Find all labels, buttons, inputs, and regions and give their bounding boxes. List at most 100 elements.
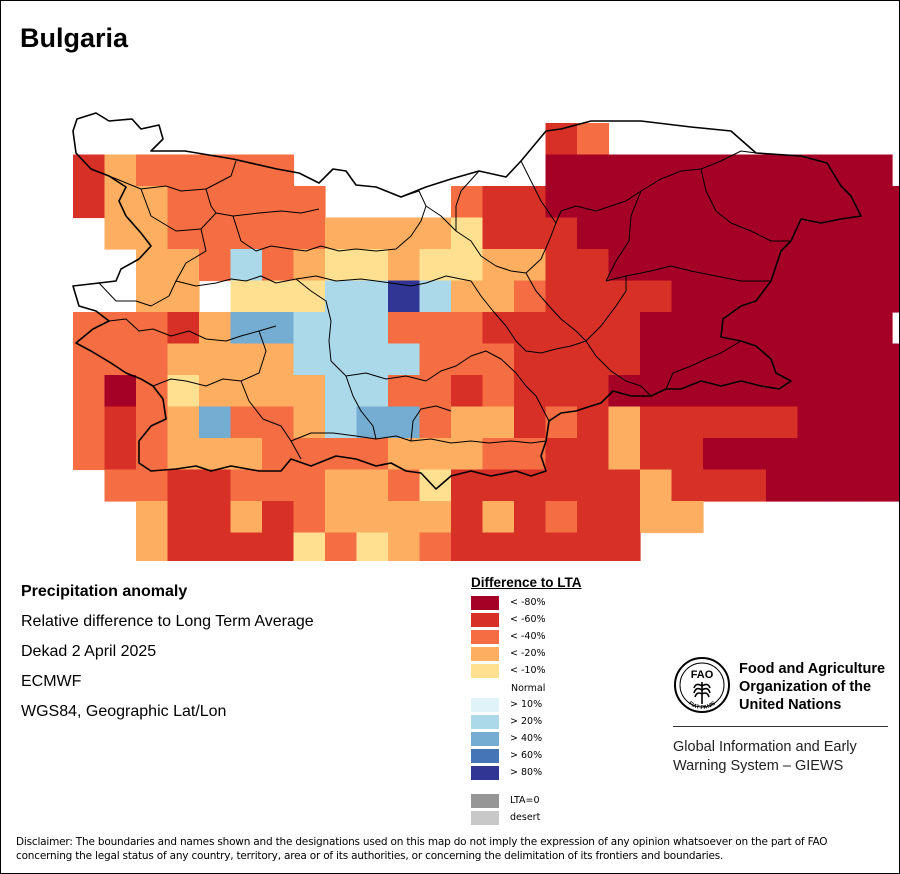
grid-cell (199, 154, 232, 187)
province-line (605, 190, 642, 282)
grid-cell (514, 217, 547, 250)
legend-swatch (471, 630, 499, 644)
grid-cell (671, 217, 704, 250)
grid-cell (766, 375, 799, 408)
legend-label: > 80% (510, 767, 543, 778)
grid-cell (419, 280, 452, 313)
grid-cell (482, 532, 515, 561)
grid-cell (104, 343, 137, 376)
grid-cell (829, 375, 862, 408)
grid-cell (73, 186, 106, 219)
grid-cell (608, 406, 641, 439)
grid-cell (199, 406, 232, 439)
province-line (605, 265, 771, 282)
grid-cell (671, 438, 704, 471)
grid-cell (892, 217, 899, 250)
grid-cell (104, 438, 137, 471)
legend-swatch (471, 766, 499, 780)
grid-cell (482, 280, 515, 313)
grid-cell (860, 438, 893, 471)
grid-cell (892, 186, 899, 219)
legend-swatch (471, 613, 499, 627)
grid-cell (766, 469, 799, 502)
grid-cell (703, 406, 736, 439)
grid-cell (199, 343, 232, 376)
grid-cell (797, 406, 830, 439)
grid-cell (388, 501, 421, 534)
grid-cell (829, 343, 862, 376)
grid-cell (892, 375, 899, 408)
grid-cell (262, 343, 295, 376)
grid-cell (640, 406, 673, 439)
grid-cell (73, 406, 106, 439)
fao-logo-letters: FAO (691, 669, 714, 681)
grid-cell (577, 438, 610, 471)
grid-cell (482, 406, 515, 439)
grid-cell (482, 343, 515, 376)
grid-cell (829, 469, 862, 502)
grid-cell (734, 469, 767, 502)
legend-label: < -80% (510, 597, 546, 608)
map-info: Precipitation anomaly Relative differenc… (21, 581, 314, 731)
grid-cell (199, 469, 232, 502)
legend-label: > 10% (510, 699, 543, 710)
grid-cell (136, 343, 169, 376)
grid-cell (482, 217, 515, 250)
province-line (520, 160, 557, 224)
grid-cell (293, 186, 326, 219)
grid-cell (262, 438, 295, 471)
grid-cell (73, 154, 106, 187)
grid-cell (829, 312, 862, 345)
grid-cell (325, 280, 358, 313)
grid-cell (829, 249, 862, 282)
grid-cell (388, 343, 421, 376)
grid-cell (860, 154, 893, 187)
grid-cell (577, 154, 610, 187)
grid-cell (766, 186, 799, 219)
grid-cell (419, 375, 452, 408)
grid-cell (230, 343, 263, 376)
grid-cell (797, 438, 830, 471)
map-title: Bulgaria (20, 23, 129, 53)
grid-cell (671, 186, 704, 219)
grid-cell (577, 469, 610, 502)
legend-label: > 20% (510, 716, 543, 727)
grid-cell (136, 249, 169, 282)
grid-cell (230, 438, 263, 471)
grid-cell (482, 186, 515, 219)
grid-cell (419, 343, 452, 376)
grid-cell (419, 532, 452, 561)
grid-cell (514, 469, 547, 502)
grid-cell (608, 438, 641, 471)
grid-cell (388, 532, 421, 561)
grid-cell (545, 186, 578, 219)
grid-cell (136, 406, 169, 439)
grid-cell (860, 280, 893, 313)
legend-label: < -40% (510, 631, 546, 642)
grid-cell (230, 501, 263, 534)
grid-cell (419, 501, 452, 534)
grid-cell (262, 217, 295, 250)
grid-cell (482, 249, 515, 282)
grid-cell (262, 501, 295, 534)
grid-cell (766, 154, 799, 187)
grid-cell (136, 312, 169, 345)
grid-cell (734, 154, 767, 187)
grid-cell (734, 186, 767, 219)
legend-label: < -60% (510, 614, 546, 625)
grid-cell (199, 532, 232, 561)
fao-logo-icon: FAO FIAT PANIS (674, 657, 730, 713)
grid-cell (671, 312, 704, 345)
grid-cell (892, 438, 899, 471)
grid-cell (829, 438, 862, 471)
grid-cell (482, 501, 515, 534)
grid-cell (199, 312, 232, 345)
grid-cell (640, 438, 673, 471)
boundaries (72, 112, 862, 490)
province-line (425, 350, 550, 422)
grid-cell (199, 438, 232, 471)
grid-cell (104, 406, 137, 439)
grid-cell (577, 249, 610, 282)
grid-cell (829, 186, 862, 219)
